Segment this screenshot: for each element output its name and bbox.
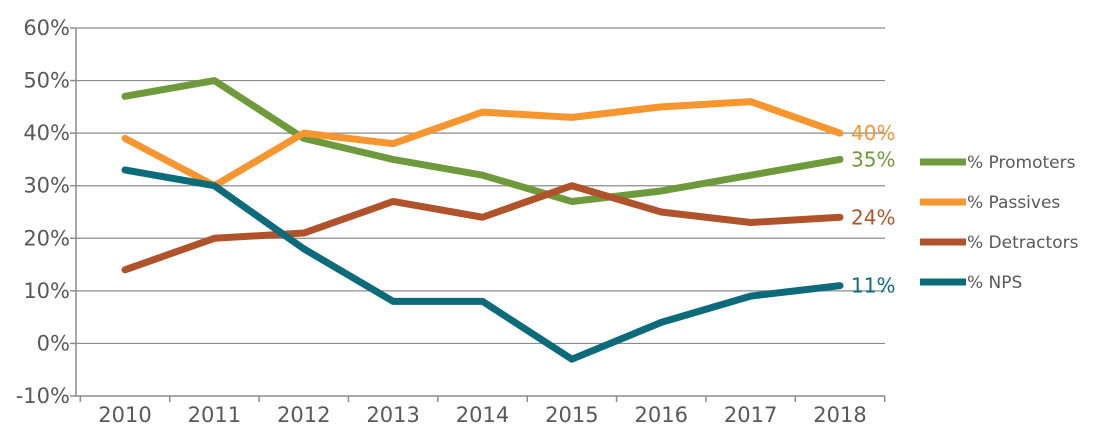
x-tick-label: 2013 [366,403,419,427]
series-line [121,98,844,190]
x-tick-label: 2011 [188,403,241,427]
x-tick-label: 2010 [98,403,151,427]
y-tick-label: 0% [37,331,70,355]
y-tick-label: 60% [23,16,70,40]
y-tick-label: 40% [23,121,70,145]
x-tick-label: 2017 [724,403,777,427]
end-value-label: 40% [851,121,895,145]
y-axis-ticks: -10% 0% 10% 20% 30% 40% 50% 60% [16,16,70,408]
legend-label: % Passives [967,193,1060,213]
series-line [121,182,844,274]
x-tick-label: 2018 [813,403,866,427]
series-line [121,166,844,363]
legend-label: % Detractors [967,233,1079,253]
x-tick-label: 2014 [456,403,509,427]
y-tick-label: 30% [23,174,70,198]
legend-label: % Promoters [967,153,1076,173]
series-lines [121,77,844,363]
axes [70,27,886,402]
end-value-label: 35% [851,147,895,171]
x-tick-label: 2016 [635,403,688,427]
y-tick-label: -10% [16,384,70,408]
end-value-label: 11% [851,274,895,298]
legend-label: % NPS [967,273,1022,293]
legend: % Promoters % Passives % Detractors % NPS [920,153,1079,293]
series-line [121,77,844,205]
x-axis-ticks: 2010 2011 2012 2013 2014 2015 2016 2017 2018 [98,403,866,427]
y-tick-label: 10% [23,279,70,303]
x-tick-label: 2012 [277,403,330,427]
x-tick-label: 2015 [545,403,598,427]
y-tick-label: 20% [23,226,70,250]
end-labels: 35%40% 24% 11% [851,121,895,297]
end-value-label: 24% [851,205,895,229]
y-tick-label: 50% [23,69,70,93]
